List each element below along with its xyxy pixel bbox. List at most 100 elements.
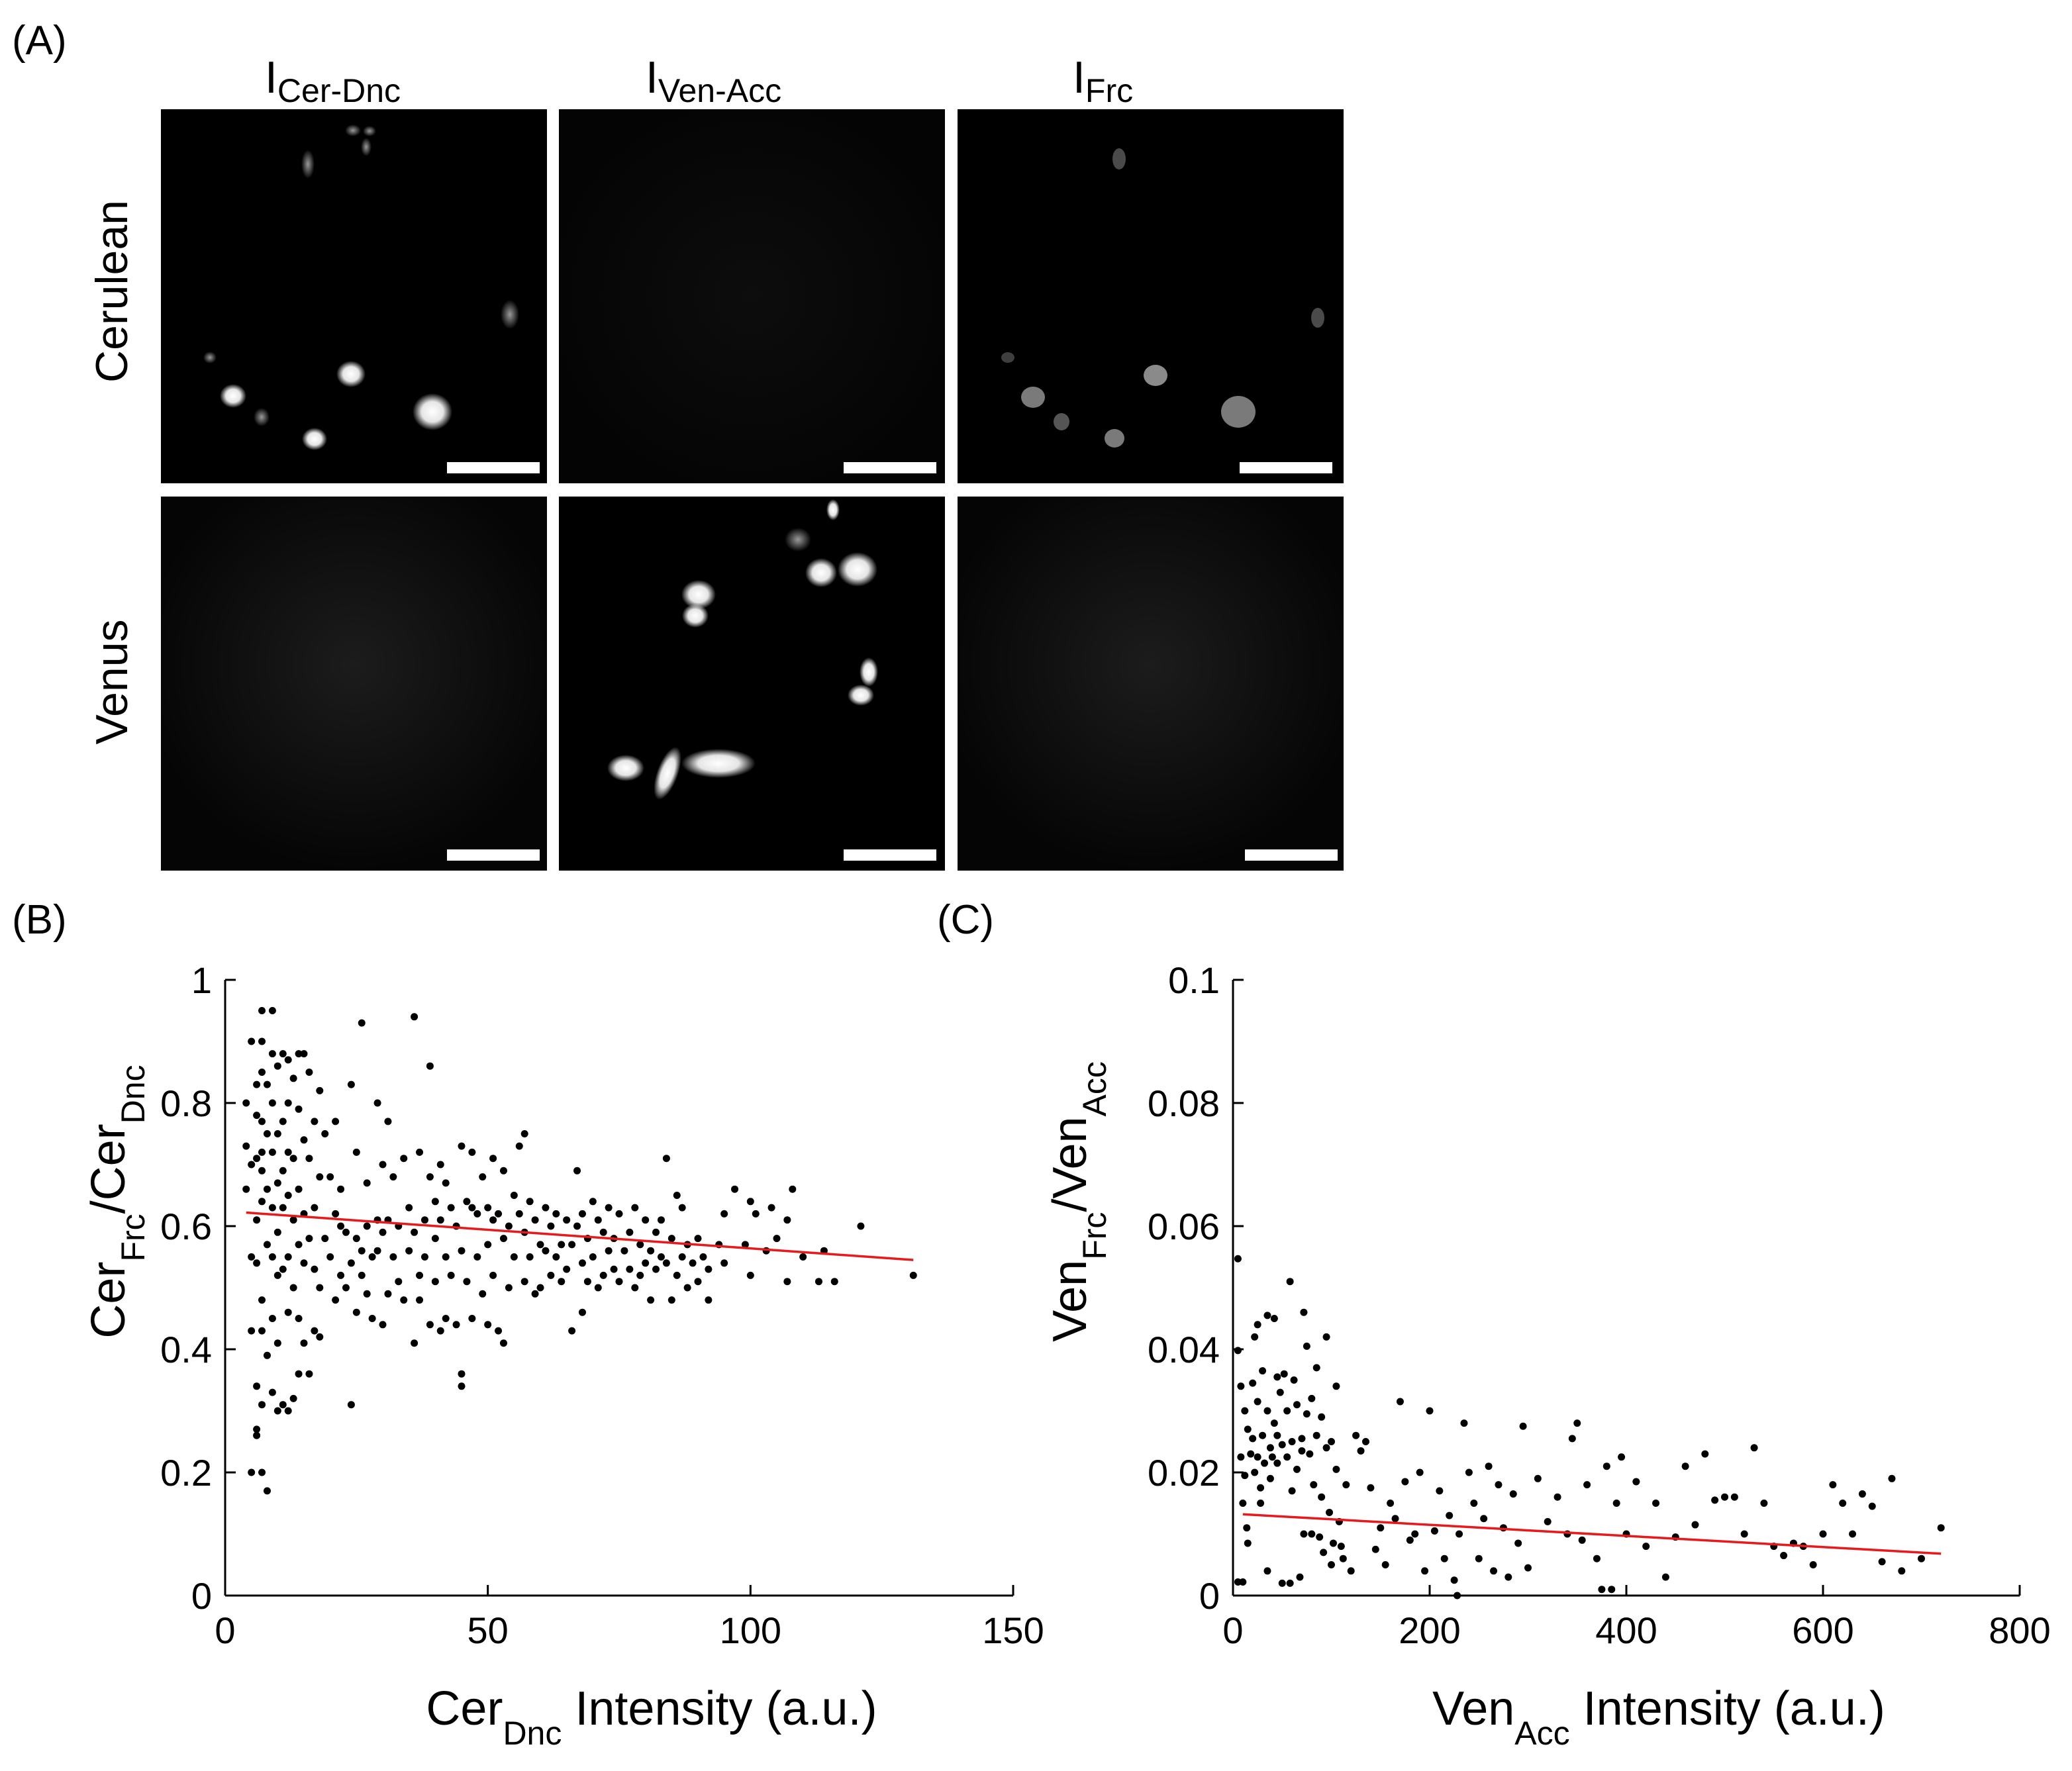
data-point bbox=[258, 1296, 266, 1304]
data-point bbox=[1273, 1373, 1281, 1381]
data-point bbox=[1721, 1493, 1728, 1501]
data-point bbox=[273, 1339, 281, 1347]
data-point bbox=[1608, 1586, 1616, 1594]
data-point bbox=[1819, 1530, 1827, 1538]
data-point bbox=[426, 1321, 434, 1329]
data-point bbox=[431, 1235, 439, 1243]
data-point bbox=[1918, 1555, 1925, 1562]
data-point bbox=[1266, 1444, 1274, 1452]
data-point bbox=[473, 1253, 481, 1261]
data-point bbox=[1337, 1543, 1345, 1551]
y-tick-label: 1 bbox=[191, 959, 212, 1001]
data-point bbox=[316, 1333, 324, 1341]
data-point bbox=[279, 1204, 287, 1212]
data-point bbox=[463, 1278, 471, 1286]
data-point bbox=[373, 1099, 381, 1107]
data-point bbox=[436, 1161, 444, 1169]
data-point bbox=[258, 1069, 266, 1076]
data-point bbox=[431, 1198, 439, 1206]
data-point bbox=[1436, 1487, 1444, 1495]
data-point bbox=[536, 1284, 544, 1292]
data-point bbox=[1318, 1493, 1326, 1501]
data-point bbox=[1618, 1453, 1626, 1461]
data-point bbox=[352, 1148, 360, 1156]
data-point bbox=[773, 1235, 781, 1243]
chart-c-points bbox=[1234, 1255, 1945, 1600]
data-point bbox=[1263, 1312, 1271, 1319]
data-point bbox=[411, 1013, 419, 1021]
data-point bbox=[300, 1339, 308, 1347]
data-point bbox=[662, 1259, 670, 1267]
data-point bbox=[1446, 1511, 1454, 1519]
data-point bbox=[495, 1210, 503, 1218]
data-point bbox=[1308, 1394, 1316, 1402]
data-point bbox=[363, 1179, 371, 1187]
data-point bbox=[731, 1185, 739, 1193]
data-point bbox=[1632, 1478, 1640, 1486]
data-point bbox=[499, 1167, 507, 1174]
data-point bbox=[652, 1228, 660, 1236]
data-point bbox=[1234, 1347, 1242, 1355]
data-point bbox=[268, 1315, 276, 1322]
data-point bbox=[746, 1271, 754, 1279]
data-point bbox=[268, 1253, 276, 1261]
data-point bbox=[253, 1382, 261, 1390]
data-point bbox=[1352, 1431, 1360, 1439]
x-tick-label: 200 bbox=[1399, 1609, 1460, 1651]
data-point bbox=[263, 1351, 271, 1359]
data-point bbox=[468, 1148, 476, 1156]
data-point bbox=[420, 1216, 428, 1224]
data-point bbox=[258, 1167, 266, 1174]
data-point bbox=[605, 1204, 613, 1212]
data-point bbox=[1357, 1447, 1365, 1455]
data-point bbox=[289, 1394, 297, 1402]
data-point bbox=[694, 1278, 702, 1286]
data-point bbox=[1310, 1481, 1318, 1489]
column-title-cer-dnc: ICer-Dnc bbox=[265, 52, 401, 109]
data-point bbox=[1342, 1481, 1350, 1489]
data-point bbox=[1367, 1484, 1375, 1492]
data-point bbox=[1300, 1308, 1308, 1316]
data-point bbox=[316, 1086, 324, 1094]
data-point bbox=[1888, 1474, 1896, 1482]
data-point bbox=[1544, 1517, 1552, 1525]
data-point bbox=[1293, 1465, 1301, 1473]
image-venus-cer-dnc bbox=[161, 497, 547, 871]
chart-b: 0 50 100 150 0 0.2 0.4 0.6 0.8 1 CerDnc Intensity… bbox=[82, 959, 1044, 1752]
data-point bbox=[1244, 1425, 1252, 1433]
data-point bbox=[253, 1080, 261, 1088]
data-point bbox=[268, 1388, 276, 1396]
data-point bbox=[720, 1210, 728, 1218]
column-title-sub: Cer-Dnc bbox=[277, 72, 401, 109]
data-point bbox=[1583, 1481, 1591, 1489]
data-point bbox=[263, 1487, 271, 1495]
y-tick-label: 0.02 bbox=[1148, 1452, 1220, 1494]
data-point bbox=[563, 1265, 571, 1273]
data-point bbox=[857, 1222, 865, 1230]
data-point bbox=[431, 1278, 439, 1286]
data-point bbox=[1829, 1481, 1837, 1489]
image-cerulean-cer-dnc bbox=[161, 109, 547, 483]
data-point bbox=[363, 1222, 371, 1230]
data-point bbox=[416, 1296, 424, 1304]
data-point bbox=[1554, 1493, 1561, 1501]
data-point bbox=[305, 1155, 313, 1163]
data-point bbox=[263, 1080, 271, 1088]
data-point bbox=[1387, 1500, 1395, 1507]
data-point bbox=[1257, 1500, 1265, 1507]
data-point bbox=[442, 1315, 450, 1322]
data-point bbox=[626, 1228, 634, 1236]
data-point bbox=[248, 1037, 256, 1045]
data-point bbox=[814, 1278, 822, 1286]
data-point bbox=[673, 1271, 681, 1279]
data-point bbox=[568, 1241, 576, 1249]
data-point bbox=[1332, 1382, 1340, 1390]
data-point bbox=[1239, 1500, 1247, 1507]
data-point bbox=[1312, 1431, 1320, 1439]
data-point bbox=[342, 1284, 350, 1292]
data-point bbox=[468, 1315, 476, 1322]
data-point bbox=[573, 1167, 581, 1174]
data-point bbox=[1839, 1500, 1847, 1507]
data-point bbox=[1849, 1530, 1857, 1538]
data-point bbox=[395, 1278, 403, 1286]
